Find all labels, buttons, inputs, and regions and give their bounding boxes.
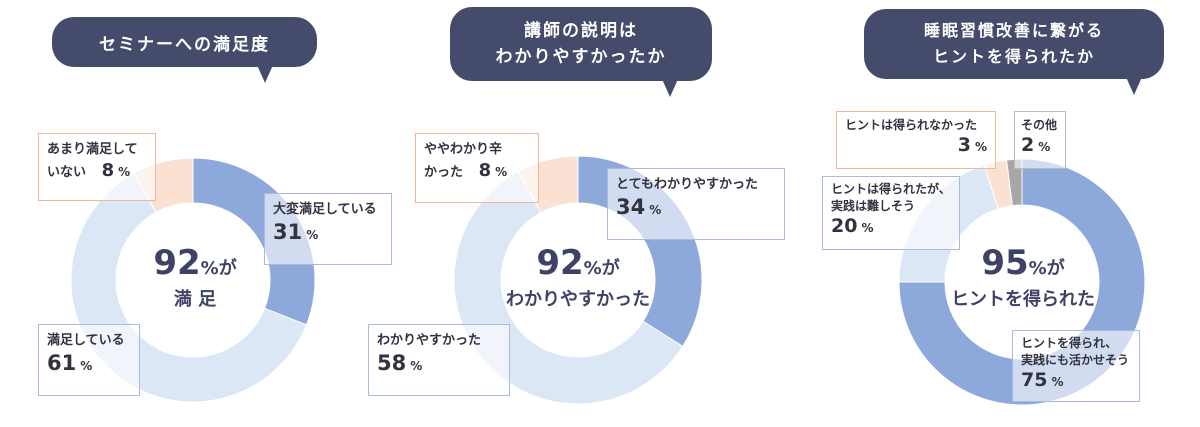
callout-unit: % xyxy=(861,220,874,235)
callout-unit: % xyxy=(80,358,93,373)
title-bubble: 睡眠習慣改善に繋がる ヒントを得られたか xyxy=(864,9,1164,95)
center-label: 92%が わかりやすかった xyxy=(488,243,668,311)
callout-label: ヒントを得られ、 xyxy=(1021,336,1118,350)
callout-value: 8 xyxy=(478,159,492,181)
callout-label: 実践にも活かせそう xyxy=(1021,352,1130,367)
center-value: 92 xyxy=(536,243,584,283)
callout-value: 20 xyxy=(831,214,858,237)
callout-very-clear: とてもわかりやすかった 34% xyxy=(607,168,785,240)
callout-unit: % xyxy=(974,140,987,154)
title-bubble: 講師の説明は わかりやすかったか xyxy=(450,7,712,97)
callout-satisfied: 満足している 61% xyxy=(38,324,140,396)
center-line2: ヒントを得られた xyxy=(951,289,1095,310)
callout-label: いない xyxy=(47,164,87,180)
title-line: 睡眠習慣改善に繋がる xyxy=(923,21,1104,41)
center-value: 95 xyxy=(981,243,1029,283)
callout-unit: % xyxy=(1038,140,1051,154)
callout-label: 実践は難しそう xyxy=(831,198,916,213)
center-suffix: が xyxy=(1046,258,1065,279)
chart-panel-satisfaction: セミナーへの満足度 92%が 満 足 あまり満足して いない 8% 大変満足して… xyxy=(0,0,400,427)
center-unit: % xyxy=(583,258,602,279)
center-label: 92%が 満 足 xyxy=(110,243,280,311)
callout-label: 満足している xyxy=(47,333,125,348)
callout-unit: % xyxy=(1051,374,1064,389)
center-label: 95%が ヒントを得られた xyxy=(938,243,1108,311)
callout-not-satisfied: あまり満足して いない 8% xyxy=(38,133,156,201)
callout-label: ヒントは得られなかった xyxy=(845,118,978,132)
callout-label: あまり満足して xyxy=(47,142,138,157)
title-line: ヒントを得られたか xyxy=(932,47,1095,66)
center-suffix: が xyxy=(218,258,237,279)
callout-clear: わかりやすかった 58% xyxy=(368,324,510,396)
callout-value: 58 xyxy=(377,350,407,375)
chart-panel-clarity: 講師の説明は わかりやすかったか 92%が わかりやすかった ややわかり辛 かっ… xyxy=(368,0,800,427)
callout-label: ややわかり辛 xyxy=(424,142,503,157)
callout-value: 61 xyxy=(47,350,77,375)
callout-value: 3 xyxy=(957,134,971,156)
callout-label: その他 xyxy=(1021,118,1058,132)
callout-very-satisfied: 大変満足している 31% xyxy=(264,193,392,265)
callout-hard-to-practice: ヒントは得られたが、 実践は難しそう 20% xyxy=(822,176,960,250)
callout-label: わかりやすかった xyxy=(377,333,482,348)
callout-unit: % xyxy=(118,164,131,179)
title-bubble: セミナーへの満足度 xyxy=(52,17,317,83)
callout-label: ヒントは得られたが、 xyxy=(831,182,951,196)
title-line: わかりやすかったか xyxy=(495,47,667,67)
callout-can-practice: ヒントを得られ、 実践にも活かせそう 75% xyxy=(1012,330,1140,402)
callout-other: その他 2% xyxy=(1014,111,1066,169)
callout-value: 2 xyxy=(1021,134,1035,156)
donut-slice-4 xyxy=(1006,158,1023,207)
callout-label: 大変満足している xyxy=(273,202,377,217)
callout-value: 34 xyxy=(616,194,646,219)
title-line: 講師の説明は xyxy=(524,20,638,41)
callout-label: とてもわかりやすかった xyxy=(616,177,758,192)
callout-value: 75 xyxy=(1021,368,1048,391)
title-line: セミナーへの満足度 xyxy=(99,34,270,55)
center-suffix: が xyxy=(601,258,620,279)
chart-panel-sleep-hints: 睡眠習慣改善に繋がる ヒントを得られたか 95%が ヒントを得られた ヒントは得… xyxy=(800,0,1200,427)
callout-somewhat-unclear: ややわかり辛 かった 8% xyxy=(415,133,539,203)
callout-unit: % xyxy=(410,358,423,373)
callout-value: 8 xyxy=(101,159,115,181)
center-unit: % xyxy=(1028,258,1047,279)
callout-value: 31 xyxy=(273,219,303,244)
center-value: 92 xyxy=(153,243,201,283)
center-unit: % xyxy=(200,258,219,279)
callout-no-hints: ヒントは得られなかった 3% xyxy=(836,111,996,169)
callout-unit: % xyxy=(495,164,508,179)
callout-unit: % xyxy=(306,227,319,242)
callout-unit: % xyxy=(649,202,662,217)
center-line2: 満 足 xyxy=(173,289,217,310)
center-line2: わかりやすかった xyxy=(506,289,650,310)
callout-label: かった xyxy=(424,164,464,180)
